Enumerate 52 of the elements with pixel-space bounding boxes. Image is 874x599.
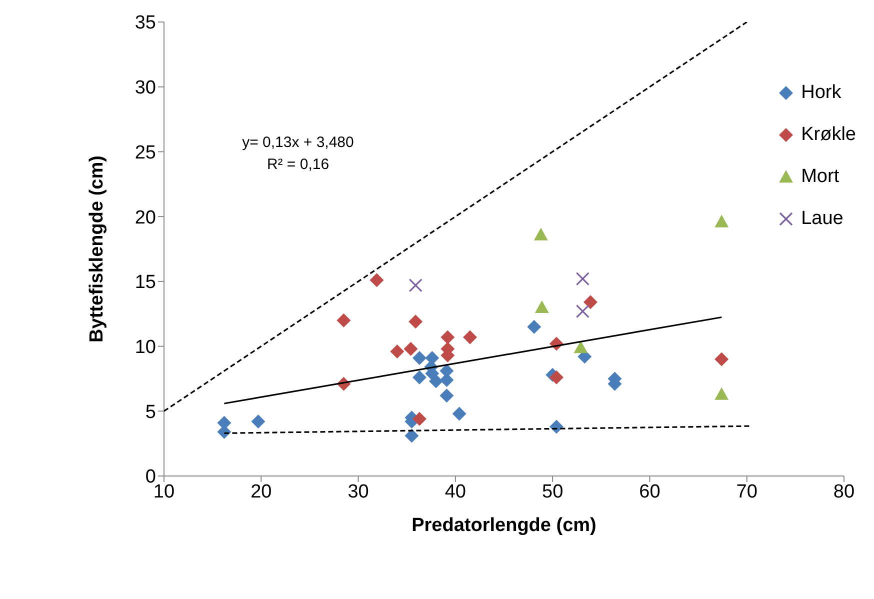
legend-label: Laue — [801, 208, 844, 230]
point — [336, 313, 351, 328]
point — [404, 342, 418, 356]
x-axis-title: Predatorlengde (cm) — [412, 515, 596, 536]
legend-label: Krøkle — [801, 124, 856, 146]
point — [452, 406, 466, 421]
x-tick-label: 70 — [736, 481, 758, 502]
y-axis-title: Byttefisklengde (cm) — [86, 156, 108, 342]
x-tick-label: 80 — [833, 481, 855, 502]
point — [527, 320, 542, 334]
y-tick-label: 35 — [134, 12, 156, 34]
y-tick-label: 25 — [134, 142, 156, 164]
point — [408, 314, 423, 329]
annotation: y= 0,13x + 3,480 — [241, 133, 355, 153]
point — [440, 373, 454, 388]
annotation: R² = 0,16 — [266, 155, 330, 175]
point — [390, 344, 404, 358]
y-tick-label: 0 — [145, 466, 156, 488]
y-tick-label: 15 — [134, 272, 156, 294]
point — [576, 304, 590, 318]
y-tick-label: 10 — [134, 337, 156, 358]
point — [251, 414, 266, 429]
point — [463, 330, 477, 344]
point — [412, 370, 426, 384]
point — [714, 214, 729, 228]
point — [549, 420, 564, 434]
point — [576, 272, 590, 286]
point — [549, 370, 564, 384]
point — [429, 374, 443, 388]
point — [404, 428, 419, 443]
point — [408, 278, 422, 292]
point — [583, 295, 598, 310]
y-tick-label: 30 — [134, 78, 156, 99]
x-tick-label: 40 — [444, 481, 466, 502]
x-tick-label: 20 — [250, 481, 272, 502]
point — [412, 412, 426, 426]
legend-label: Hork — [801, 82, 842, 104]
point — [534, 228, 548, 240]
x-tick-label: 30 — [348, 481, 369, 502]
point — [714, 387, 729, 400]
point — [412, 350, 426, 365]
point — [534, 300, 549, 313]
legend-label: Mort — [801, 166, 840, 188]
point — [714, 352, 729, 366]
point — [574, 340, 588, 354]
x-tick-label: 60 — [639, 481, 660, 502]
y-tick-label: 5 — [145, 402, 156, 423]
point — [440, 388, 454, 403]
point — [440, 330, 455, 344]
y-tick-label: 20 — [134, 207, 156, 228]
x-tick-label: 50 — [542, 481, 564, 502]
point — [370, 273, 384, 288]
